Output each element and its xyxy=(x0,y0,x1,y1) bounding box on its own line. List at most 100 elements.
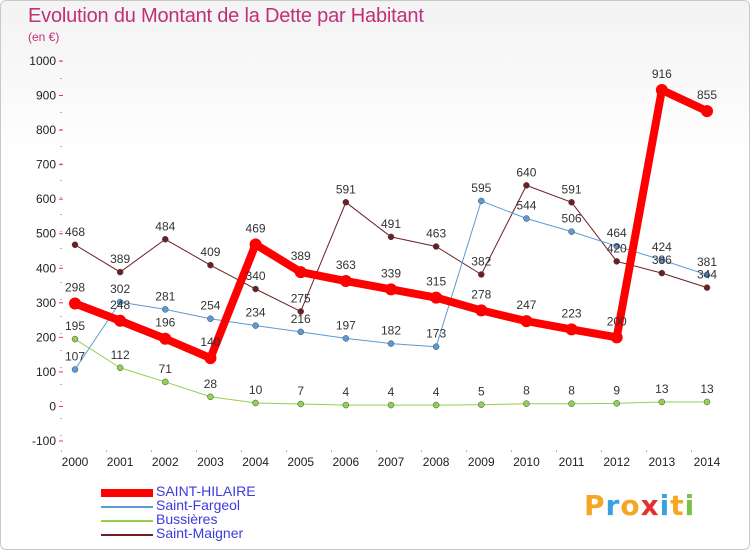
data-point-saint-hilaire xyxy=(655,84,668,97)
data-label-saint-maigner: 409 xyxy=(200,245,220,259)
data-point-saint-maigner xyxy=(523,182,530,189)
data-point-saint-hilaire xyxy=(520,315,533,328)
data-point-bussi-res xyxy=(342,401,350,409)
data-point-saint-hilaire xyxy=(339,275,352,288)
logo-letter: x xyxy=(640,489,660,522)
data-point-saint-hilaire xyxy=(249,238,262,251)
data-label-bussi-res: 112 xyxy=(111,348,130,362)
data-point-bussi-res xyxy=(116,364,124,372)
logo-letter: t xyxy=(670,489,685,522)
data-point-saint-fargeol xyxy=(613,242,620,250)
data-point-bussi-res xyxy=(387,401,395,409)
data-point-saint-hilaire xyxy=(430,291,443,304)
data-label-saint-maigner: 389 xyxy=(110,252,130,266)
data-label-saint-fargeol: 216 xyxy=(291,312,311,326)
data-point-saint-hilaire xyxy=(69,297,81,310)
logo-letter: i xyxy=(659,489,671,522)
y-tick-label: 300 xyxy=(36,296,56,310)
x-tick-label: 2011 xyxy=(559,455,585,469)
data-label-saint-fargeol: 234 xyxy=(246,306,266,320)
data-label-saint-hilaire: 469 xyxy=(246,221,266,235)
data-label-saint-maigner: 591 xyxy=(336,182,356,196)
legend-swatch xyxy=(101,534,153,536)
data-label-bussi-res: 10 xyxy=(249,383,263,397)
data-point-saint-fargeol xyxy=(478,197,485,205)
x-tick-label: 2002 xyxy=(152,455,179,469)
data-label-saint-maigner: 640 xyxy=(516,165,536,179)
legend-label: Saint-Maigner xyxy=(156,525,244,541)
data-label-saint-fargeol: 281 xyxy=(155,289,175,303)
data-point-saint-hilaire xyxy=(159,332,172,345)
data-point-saint-fargeol xyxy=(297,328,304,336)
data-point-saint-hilaire xyxy=(294,266,307,279)
y-tick-label: 1000 xyxy=(29,54,56,68)
data-label-saint-fargeol: 254 xyxy=(200,299,220,313)
data-label-bussi-res: 4 xyxy=(343,385,350,399)
x-tick-label: 2003 xyxy=(197,455,224,469)
x-tick-label: 2007 xyxy=(378,455,405,469)
data-label-saint-fargeol: 173 xyxy=(426,327,446,341)
chart-title: Evolution du Montant de la Dette par Hab… xyxy=(28,5,424,27)
x-tick-label: 2013 xyxy=(649,455,676,469)
brand-logo: Proxiti xyxy=(584,489,695,522)
data-point-bussi-res xyxy=(613,400,620,407)
logo-letter: P xyxy=(584,489,606,522)
data-point-saint-maigner xyxy=(207,261,214,269)
data-label-saint-hilaire: 389 xyxy=(291,249,311,263)
logo-letter: r xyxy=(605,489,621,522)
data-point-saint-maigner xyxy=(613,258,620,265)
y-tick-label: 400 xyxy=(36,261,56,275)
y-tick-label: 800 xyxy=(36,123,56,137)
data-label-saint-hilaire: 247 xyxy=(516,298,536,312)
data-label-saint-fargeol: 544 xyxy=(516,199,536,213)
data-label-bussi-res: 28 xyxy=(204,377,218,391)
x-tick-label: 2012 xyxy=(603,455,630,469)
x-tick-label: 2006 xyxy=(333,455,360,469)
data-point-bussi-res xyxy=(478,401,485,408)
data-point-saint-maigner xyxy=(703,284,711,291)
x-tick-label: 2004 xyxy=(242,455,269,469)
data-label-saint-maigner: 491 xyxy=(381,217,401,231)
data-point-bussi-res xyxy=(207,393,214,401)
data-point-saint-hilaire xyxy=(114,314,127,327)
data-point-saint-fargeol xyxy=(703,271,711,279)
legend-swatch xyxy=(101,506,153,508)
data-point-bussi-res xyxy=(432,401,440,409)
data-label-bussi-res: 9 xyxy=(613,383,620,397)
data-point-saint-fargeol xyxy=(568,228,575,235)
y-tick-label: 700 xyxy=(36,158,56,172)
x-tick-label: 2010 xyxy=(513,455,540,469)
y-tick-label: 600 xyxy=(36,192,56,206)
data-label-saint-hilaire: 855 xyxy=(697,88,717,102)
data-point-saint-hilaire xyxy=(701,105,713,118)
data-point-saint-fargeol xyxy=(207,315,214,322)
data-label-saint-fargeol: 464 xyxy=(607,226,627,240)
data-label-bussi-res: 4 xyxy=(433,385,440,399)
data-label-saint-fargeol: 302 xyxy=(110,282,130,296)
legend-label: Saint-Fargeol xyxy=(156,497,241,513)
data-point-saint-fargeol xyxy=(252,322,259,329)
data-label-bussi-res: 8 xyxy=(523,384,530,398)
data-point-saint-fargeol xyxy=(523,215,530,222)
data-point-saint-fargeol xyxy=(387,340,395,347)
legend-swatch xyxy=(101,489,153,497)
data-label-bussi-res: 13 xyxy=(655,382,669,396)
data-label-bussi-res: 13 xyxy=(700,382,714,396)
data-label-saint-hilaire: 223 xyxy=(562,306,582,320)
data-label-saint-maigner: 386 xyxy=(652,253,672,267)
data-point-saint-hilaire xyxy=(565,323,578,336)
data-point-saint-hilaire xyxy=(204,352,217,365)
legend-label: SAINT-HILAIRE xyxy=(156,483,256,499)
data-label-saint-hilaire: 339 xyxy=(381,266,401,280)
data-label-saint-hilaire: 916 xyxy=(652,67,672,81)
data-point-bussi-res xyxy=(658,398,666,406)
y-tick-label: 500 xyxy=(36,227,56,241)
data-label-saint-fargeol: 197 xyxy=(336,318,356,332)
data-label-saint-hilaire: 298 xyxy=(65,281,85,295)
y-tick-label: 0 xyxy=(49,399,56,413)
y-tick-label: 200 xyxy=(36,330,56,344)
data-point-bussi-res xyxy=(252,399,259,407)
data-label-saint-hilaire: 248 xyxy=(110,298,130,312)
data-point-saint-maigner xyxy=(658,269,666,277)
